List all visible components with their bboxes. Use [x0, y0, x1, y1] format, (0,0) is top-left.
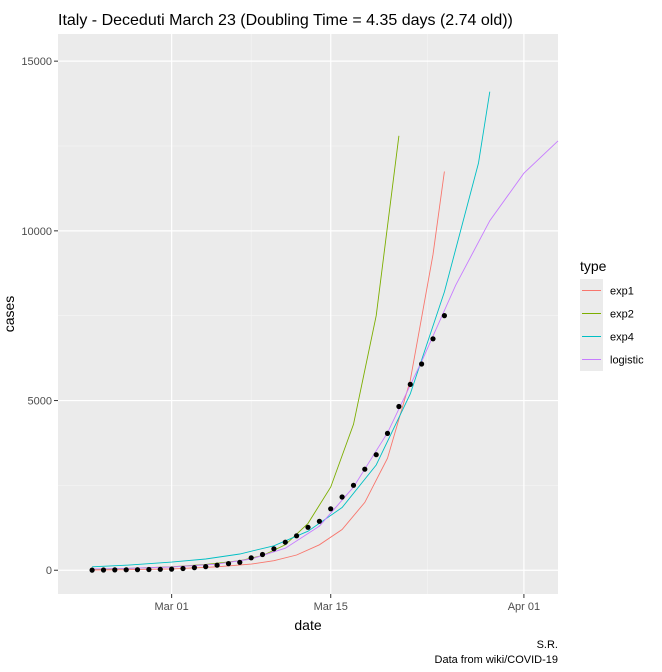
x-tick-label: Mar 15 — [314, 601, 348, 613]
data-point — [441, 313, 447, 319]
x-axis-title: date — [294, 617, 321, 633]
data-point — [191, 565, 197, 571]
data-point — [214, 562, 220, 568]
data-point — [157, 566, 163, 572]
data-point — [112, 567, 118, 573]
x-tick-label: Mar 01 — [155, 601, 189, 613]
legend-title: type — [580, 258, 607, 274]
y-axis-title: cases — [1, 296, 17, 333]
data-point — [305, 524, 311, 530]
chart-title: Italy - Deceduti March 23 (Doubling Time… — [58, 12, 513, 29]
data-point — [316, 518, 322, 524]
data-point — [384, 430, 391, 436]
data-point — [339, 494, 345, 500]
caption-source: Data from wiki/COVID-19 — [435, 654, 558, 666]
data-point — [237, 559, 243, 565]
data-point — [328, 506, 334, 512]
series-line-exp4 — [92, 91, 491, 568]
data-point — [169, 566, 175, 572]
y-tick-label: 5000 — [28, 396, 52, 408]
data-point — [396, 403, 402, 410]
grid — [58, 34, 558, 594]
data-point — [134, 567, 141, 573]
data-point — [89, 567, 95, 573]
data-point — [248, 555, 254, 561]
x-tick-label: Apr 01 — [508, 601, 540, 613]
data-point — [362, 466, 368, 472]
series-line-logistic — [92, 140, 559, 570]
legend-label-exp4: exp4 — [610, 332, 634, 344]
caption-author: S.R. — [537, 639, 558, 651]
data-point — [350, 482, 357, 488]
data-point — [407, 381, 413, 387]
legend-label-logistic: logistic — [610, 355, 644, 367]
legend-label-exp2: exp2 — [610, 309, 634, 321]
data-point — [259, 551, 266, 558]
y-tick-label: 15000 — [21, 56, 52, 68]
data-point — [430, 336, 436, 342]
data-point — [100, 567, 107, 573]
observed-points — [89, 313, 447, 573]
data-point — [180, 565, 186, 572]
y-tick-label: 0 — [46, 565, 52, 577]
legend-label-exp1: exp1 — [610, 286, 634, 298]
data-point — [146, 566, 152, 573]
data-point — [123, 567, 129, 573]
legend: type exp1 exp2 exp4 logistic — [580, 258, 644, 371]
x-axis: Mar 01 Mar 15 Apr 01 — [155, 594, 540, 613]
data-point — [419, 361, 425, 367]
y-axis: 0 5000 10000 15000 — [21, 56, 58, 577]
data-point — [282, 539, 288, 545]
data-point — [225, 561, 232, 567]
plot-panel — [58, 34, 558, 594]
data-point — [294, 533, 300, 539]
data-point — [373, 452, 379, 458]
data-point — [203, 564, 209, 570]
data-point — [271, 546, 277, 552]
y-tick-label: 10000 — [21, 226, 52, 238]
